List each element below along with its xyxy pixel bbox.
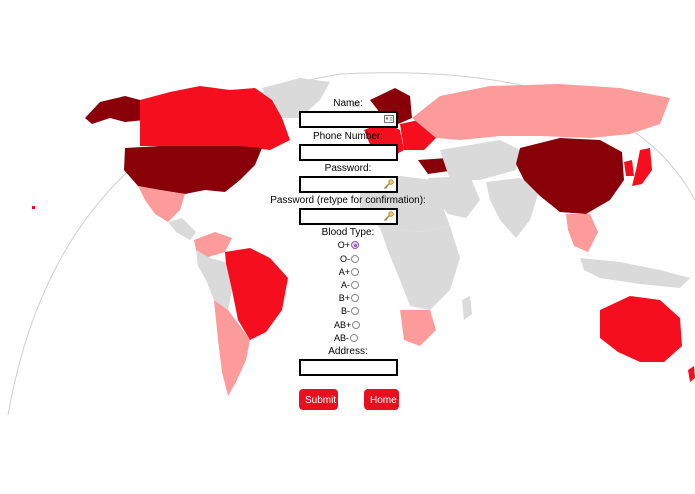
radio-button[interactable] [352, 321, 360, 329]
address-input[interactable] [301, 361, 396, 374]
china [516, 138, 624, 214]
central-america [168, 218, 196, 240]
name-input[interactable] [301, 113, 396, 126]
password-confirm-label: Password (retype for confirmation): [270, 195, 426, 206]
brazil [225, 248, 288, 340]
blood-type-option-label: A- [341, 280, 350, 290]
blood-type-option[interactable]: AB- [334, 332, 358, 344]
blood-type-option[interactable]: A+ [336, 266, 359, 278]
se-asia [566, 214, 598, 252]
blood-type-option-label: AB- [334, 333, 350, 343]
middle-east [428, 176, 480, 218]
password-input[interactable] [301, 178, 396, 191]
south-africa [400, 310, 436, 346]
radio-button[interactable] [351, 294, 359, 302]
phone-input[interactable] [301, 146, 396, 159]
mexico [138, 186, 185, 222]
russia [412, 84, 670, 140]
greenland [262, 78, 330, 118]
australia [600, 296, 682, 362]
scandinavia [370, 88, 412, 124]
name-field[interactable] [299, 111, 398, 128]
venezuela-colombia [194, 232, 232, 258]
central-africa [380, 226, 460, 310]
home-button[interactable]: Home [364, 389, 399, 410]
blood-type-option[interactable]: AB+ [334, 319, 360, 331]
indonesia [580, 258, 690, 288]
key-icon [384, 211, 394, 221]
radio-button[interactable] [350, 334, 358, 342]
usa [124, 146, 262, 194]
hawaii [32, 206, 35, 209]
argentina-chile [214, 300, 250, 396]
blood-type-option-label: O+ [337, 240, 350, 250]
phone-label: Phone Number: [312, 131, 384, 142]
blood-type-option-label: AB+ [334, 320, 352, 330]
password-confirm-input[interactable] [301, 210, 396, 223]
key-icon [384, 179, 394, 189]
alaska [85, 96, 145, 124]
iceland [352, 102, 360, 107]
blood-type-option-label: B- [341, 306, 350, 316]
korea [624, 160, 634, 176]
address-field[interactable] [299, 359, 398, 376]
canada [140, 86, 290, 150]
central-asia [440, 140, 520, 180]
blood-type-option[interactable]: A- [336, 279, 359, 291]
password-label: Password: [324, 163, 372, 174]
radio-button[interactable] [351, 281, 359, 289]
blood-type-option[interactable]: O+ [336, 239, 359, 251]
blood-type-option[interactable]: B+ [336, 292, 359, 304]
blood-type-option-label: O- [340, 254, 350, 264]
peru-bolivia [196, 250, 232, 310]
radio-button[interactable] [351, 255, 359, 263]
blood-type-option[interactable]: B- [336, 305, 359, 317]
password-confirm-field[interactable] [299, 208, 398, 225]
submit-button[interactable]: Submit [299, 389, 338, 410]
name-label: Name: [333, 98, 363, 109]
radio-button[interactable] [351, 307, 359, 315]
madagascar [462, 296, 472, 320]
blood-type-option[interactable]: O- [336, 253, 359, 265]
address-label: Address: [328, 346, 368, 357]
japan [632, 148, 652, 186]
blood-type-option-label: A+ [338, 267, 350, 277]
blood-type-option-label: B+ [338, 293, 350, 303]
india [486, 178, 540, 238]
radio-button-selected[interactable] [351, 241, 359, 249]
contact-card-icon [384, 115, 394, 123]
new-zealand [688, 366, 695, 382]
blood-type-label: Blood Type: [321, 227, 375, 238]
radio-button[interactable] [351, 268, 359, 276]
password-field[interactable] [299, 176, 398, 193]
phone-field[interactable] [299, 144, 398, 161]
